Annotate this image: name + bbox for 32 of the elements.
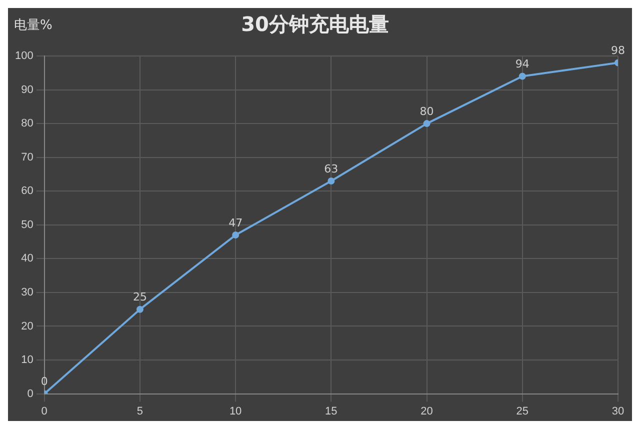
x-tick-label: 0 (41, 405, 48, 418)
point (518, 72, 526, 80)
y-tick-label: 70 (21, 151, 34, 164)
x-tick-label: 30 (612, 405, 624, 418)
data-label: 80 (420, 104, 434, 118)
y-axis-title: 电量% (14, 17, 52, 34)
data-label: 0 (40, 375, 48, 388)
y-tick-label: 50 (21, 218, 34, 231)
y-tick-label: 30 (21, 286, 34, 298)
x-tick-label: 10 (229, 405, 242, 418)
data-label: 98 (611, 44, 625, 58)
data-label: 47 (228, 216, 243, 230)
data-label: 94 (515, 58, 530, 71)
x-tick-label: 15 (325, 405, 338, 418)
point (136, 306, 144, 313)
x-tick-label: 25 (516, 405, 529, 418)
y-tick-label: 20 (21, 320, 34, 332)
y-tick-label: 40 (21, 252, 34, 265)
x-tick-label: 20 (420, 405, 433, 418)
y-tick-label: 100 (14, 50, 34, 62)
x-tick-label: 5 (136, 405, 144, 418)
y-tick-label: 90 (21, 84, 34, 96)
point (328, 177, 335, 184)
point (232, 232, 240, 239)
y-tick-label: 80 (21, 118, 34, 130)
data-label: 25 (132, 290, 147, 304)
data-label: 63 (324, 162, 338, 176)
y-tick-label: 0 (27, 388, 34, 400)
y-tick-label: 10 (21, 354, 34, 366)
chart-title: 30分钟充电电量 (241, 12, 389, 36)
point (423, 120, 430, 128)
y-tick-label: 60 (21, 185, 34, 198)
